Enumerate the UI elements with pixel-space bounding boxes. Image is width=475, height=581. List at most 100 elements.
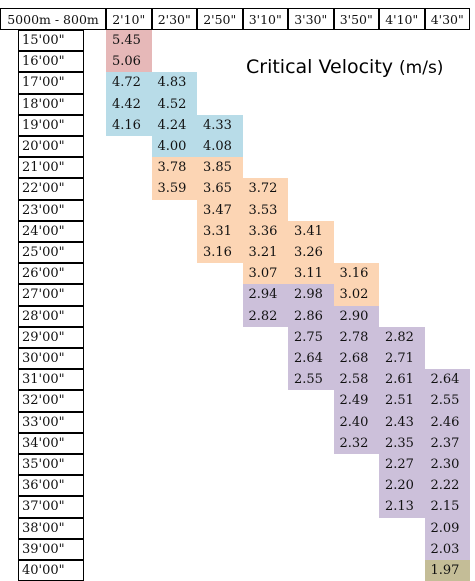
row-label: 30'00" — [18, 348, 84, 370]
value-cell: 2.94 — [242, 284, 288, 306]
chart-unit: (m/s) — [399, 58, 444, 78]
row-label: 22'00" — [18, 178, 84, 200]
row-label: 27'00" — [18, 284, 84, 306]
row-label: 34'00" — [18, 432, 84, 454]
row-label: 20'00" — [18, 136, 84, 158]
value-cell: 2.40 — [333, 411, 379, 433]
value-cell: 3.21 — [242, 242, 288, 264]
value-cell: 3.07 — [242, 263, 288, 285]
value-cell: 2.61 — [379, 369, 425, 391]
value-cell: 2.58 — [333, 369, 379, 391]
value-cell: 2.86 — [288, 305, 334, 327]
row-label: 38'00" — [18, 517, 84, 539]
value-cell: 4.00 — [151, 136, 197, 158]
column-header: 2'50" — [197, 8, 243, 30]
value-cell: 2.35 — [379, 432, 425, 454]
value-cell: 2.64 — [424, 369, 470, 391]
value-cell: 2.82 — [379, 326, 425, 348]
row-label: 35'00" — [18, 454, 84, 476]
row-label: 16'00" — [18, 51, 84, 73]
value-cell: 2.03 — [424, 538, 470, 560]
value-cell: 3.26 — [288, 242, 334, 264]
value-cell: 2.37 — [424, 432, 470, 454]
value-cell: 2.64 — [288, 348, 334, 370]
value-cell: 2.20 — [379, 475, 425, 497]
value-cell: 2.15 — [424, 496, 470, 518]
value-cell: 2.78 — [333, 326, 379, 348]
value-cell: 4.72 — [106, 72, 152, 94]
row-label: 37'00" — [18, 496, 84, 518]
row-label: 18'00" — [18, 93, 84, 115]
row-label: 28'00" — [18, 305, 84, 327]
value-cell: 2.90 — [333, 305, 379, 327]
row-label: 32'00" — [18, 390, 84, 412]
value-cell: 3.47 — [197, 199, 243, 221]
column-header: 4'10" — [379, 8, 425, 30]
value-cell: 3.11 — [288, 263, 334, 285]
value-cell: 2.43 — [379, 411, 425, 433]
value-cell: 3.59 — [151, 178, 197, 200]
row-label: 17'00" — [18, 72, 84, 94]
value-cell: 3.72 — [242, 178, 288, 200]
value-cell: 5.06 — [106, 51, 152, 73]
value-cell: 2.09 — [424, 517, 470, 539]
row-label: 33'00" — [18, 411, 84, 433]
value-cell: 1.97 — [424, 560, 470, 581]
chart-title: Critical Velocity (m/s) — [246, 56, 443, 78]
value-cell: 4.83 — [151, 72, 197, 94]
column-header: 4'30" — [424, 8, 470, 30]
value-cell: 2.22 — [424, 475, 470, 497]
value-cell: 3.36 — [242, 220, 288, 242]
value-cell: 4.08 — [197, 136, 243, 158]
column-header: 2'10" — [106, 8, 152, 30]
value-cell: 3.31 — [197, 220, 243, 242]
row-label: 36'00" — [18, 475, 84, 497]
row-label: 23'00" — [18, 199, 84, 221]
column-header: 3'50" — [333, 8, 379, 30]
value-cell: 2.68 — [333, 348, 379, 370]
value-cell: 4.16 — [106, 114, 152, 136]
value-cell: 2.32 — [333, 432, 379, 454]
value-cell: 2.13 — [379, 496, 425, 518]
value-cell: 5.45 — [106, 30, 152, 52]
row-label: 21'00" — [18, 157, 84, 179]
row-label: 40'00" — [18, 560, 84, 581]
value-cell: 3.78 — [151, 157, 197, 179]
value-cell: 3.65 — [197, 178, 243, 200]
value-cell: 2.46 — [424, 411, 470, 433]
row-label: 19'00" — [18, 114, 84, 136]
value-cell: 2.98 — [288, 284, 334, 306]
row-label: 29'00" — [18, 326, 84, 348]
value-cell: 2.75 — [288, 326, 334, 348]
corner-label: 5000m - 800m — [0, 8, 106, 30]
value-cell: 2.55 — [288, 369, 334, 391]
value-cell: 4.52 — [151, 93, 197, 115]
row-label: 25'00" — [18, 242, 84, 264]
value-cell: 4.42 — [106, 93, 152, 115]
value-cell: 3.85 — [197, 157, 243, 179]
value-cell: 2.82 — [242, 305, 288, 327]
value-cell: 3.16 — [197, 242, 243, 264]
column-header: 3'10" — [242, 8, 288, 30]
value-cell: 3.02 — [333, 284, 379, 306]
value-cell: 2.30 — [424, 454, 470, 476]
value-cell: 4.33 — [197, 114, 243, 136]
row-label: 39'00" — [18, 538, 84, 560]
value-cell: 3.41 — [288, 220, 334, 242]
value-cell: 3.16 — [333, 263, 379, 285]
column-header: 3'30" — [288, 8, 334, 30]
row-label: 24'00" — [18, 220, 84, 242]
value-cell: 2.55 — [424, 390, 470, 412]
column-header: 2'30" — [151, 8, 197, 30]
chart-title-text: Critical Velocity — [246, 56, 394, 78]
value-cell: 4.24 — [151, 114, 197, 136]
row-label: 15'00" — [18, 30, 84, 52]
value-cell: 2.49 — [333, 390, 379, 412]
value-cell: 2.71 — [379, 348, 425, 370]
row-label: 26'00" — [18, 263, 84, 285]
value-cell: 2.27 — [379, 454, 425, 476]
value-cell: 3.53 — [242, 199, 288, 221]
row-label: 31'00" — [18, 369, 84, 391]
value-cell: 2.51 — [379, 390, 425, 412]
